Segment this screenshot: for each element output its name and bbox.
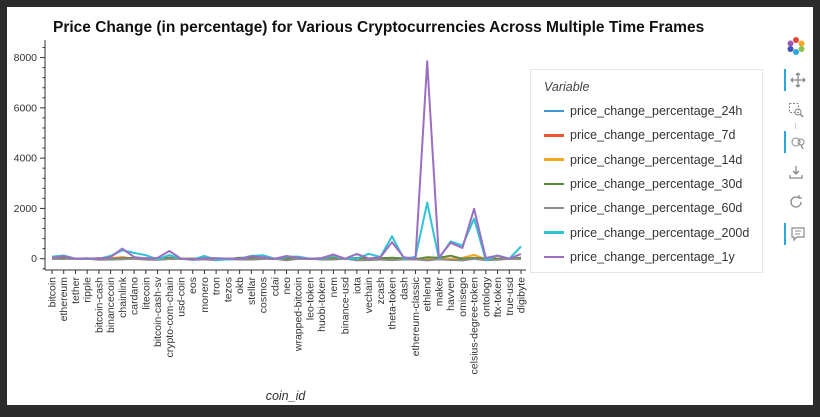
x-tick-label: cardano [129, 277, 141, 315]
legend-title: Variable [544, 80, 590, 94]
x-tick-label: cosmos [258, 277, 270, 313]
x-tick-label: eos [187, 277, 199, 294]
legend-item-price_change_percentage_60d[interactable]: price_change_percentage_60d [544, 199, 742, 217]
legend-item-price_change_percentage_7d[interactable]: price_change_percentage_7d [544, 126, 735, 144]
legend-swatch [544, 158, 564, 161]
x-tick-label: true-usd [504, 277, 516, 316]
legend-item-price_change_percentage_24h[interactable]: price_change_percentage_24h [544, 102, 742, 120]
x-tick-label: bitcoin-cash-sv [152, 276, 164, 347]
save-icon[interactable] [784, 161, 808, 183]
x-tick-label: monero [199, 277, 211, 313]
x-tick-label: ftx-token [492, 277, 504, 317]
x-tick-label: ripple [82, 277, 94, 303]
legend-item-price_change_percentage_1y[interactable]: price_change_percentage_1y [544, 248, 735, 266]
x-tick-label: theta-token [387, 277, 399, 330]
x-tick-label: ethereum-classic [410, 277, 422, 356]
legend-swatch [544, 182, 564, 186]
x-tick-label: leo-token [304, 277, 316, 320]
chart-frame: Price Change (in percentage) for Various… [7, 7, 813, 405]
box-zoom-icon[interactable] [784, 99, 808, 121]
x-tick-label: wrapped-bitcoin [293, 277, 305, 352]
x-tick-label: bitcoin-cash [93, 277, 105, 333]
y-tick-label: 8000 [14, 52, 38, 64]
legend-label: price_change_percentage_7d [570, 128, 736, 143]
x-tick-label: litecoin [140, 277, 152, 310]
x-tick-label: cdai [269, 277, 281, 296]
x-tick-label: celsius-degree-token [469, 277, 481, 375]
x-tick-label: crypto-com-chain [164, 277, 176, 358]
legend-swatch [544, 231, 564, 234]
legend-swatch [544, 109, 564, 113]
x-tick-label: stellar [246, 277, 258, 306]
x-tick-label: binancecoin [105, 277, 117, 333]
plot-area[interactable]: 0 2000 4000 6000 8000 bitcoin ethereum tether ri… [7, 7, 813, 405]
y-tick-label: 6000 [14, 102, 38, 114]
x-tick-label: ethereum [58, 277, 70, 322]
x-tick-label: okb [234, 277, 246, 294]
legend-label: price_change_percentage_14d [570, 152, 743, 167]
legend-item-price_change_percentage_30d[interactable]: price_change_percentage_30d [544, 175, 742, 193]
legend-item-price_change_percentage_14d[interactable]: price_change_percentage_14d [544, 151, 742, 169]
series-line-price_change_percentage_200d[interactable] [51, 201, 522, 262]
x-axis-label: coin_id [266, 389, 307, 403]
legend-swatch [544, 134, 564, 137]
legend-swatch [544, 206, 564, 210]
x-tick-label: binance-usd [340, 277, 352, 334]
x-tick-label: ethlend [422, 277, 434, 312]
legend-label: price_change_percentage_30d [570, 176, 743, 191]
legend-label: price_change_percentage_1y [570, 249, 735, 264]
reset-icon[interactable] [784, 191, 808, 213]
chart-title: Price Change (in percentage) for Various… [53, 19, 705, 36]
x-tick-label: havven [445, 277, 457, 311]
axes: 0 2000 4000 6000 8000 bitcoin ethereum tether ri… [14, 40, 528, 374]
x-tick-label: tron [211, 277, 223, 295]
legend-label: price_change_percentage_200d [570, 225, 750, 240]
x-tick-label: vechain [363, 277, 375, 313]
x-tick-label: usd-coin [176, 277, 188, 317]
x-tick-label: digibyte [516, 277, 528, 313]
pan-icon[interactable] [784, 69, 810, 91]
toolbar [777, 35, 813, 255]
x-tick-label: huobi-token [316, 277, 328, 332]
x-tick-label: iota [351, 277, 363, 294]
x-tick-label: neo [281, 277, 293, 295]
x-tick-label: chainlink [117, 276, 129, 318]
x-tick-label: tezos [222, 277, 234, 302]
legend-label: price_change_percentage_60d [570, 201, 743, 216]
y-tick-label: 2000 [14, 203, 38, 215]
series-line-price_change_percentage_1y[interactable] [51, 60, 522, 261]
y-tick-label: 4000 [14, 153, 38, 165]
x-tick-label: bitcoin [47, 277, 59, 308]
series-line-price_change_percentage_60d[interactable] [51, 257, 522, 262]
bokeh-logo-icon[interactable] [784, 35, 808, 57]
series-lines [51, 60, 522, 262]
legend-swatch [544, 255, 564, 259]
legend-item-price_change_percentage_200d[interactable]: price_change_percentage_200d [544, 224, 749, 242]
x-tick-label: zcash [375, 277, 387, 305]
y-tick-label: 0 [31, 253, 37, 265]
wheel-zoom-icon[interactable] [784, 131, 810, 153]
x-tick-label: nem [328, 277, 340, 298]
x-tick-label: maker [433, 277, 445, 307]
x-tick-label: ontology [480, 276, 492, 316]
legend-label: price_change_percentage_24h [570, 104, 743, 118]
x-tick-label: dash [398, 277, 410, 300]
hover-icon[interactable] [784, 223, 810, 245]
x-tick-label: omisego [457, 277, 469, 317]
x-tick-label: tether [70, 277, 82, 304]
